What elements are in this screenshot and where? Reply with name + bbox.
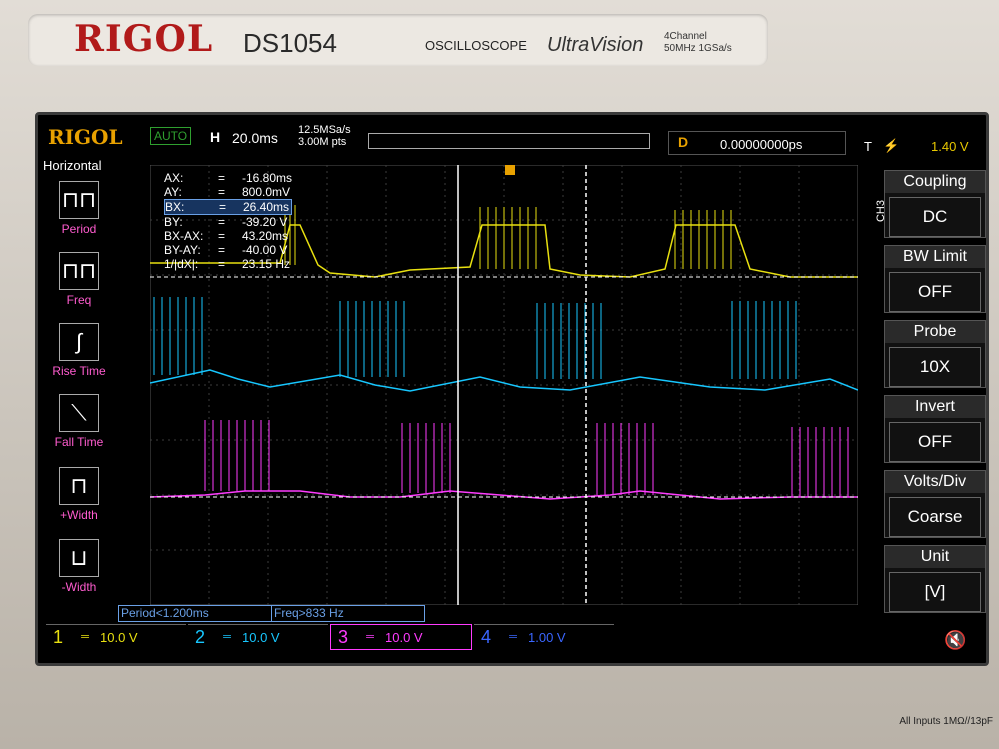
trigger-edge-icon: ⚡ xyxy=(883,138,900,153)
delay-label: D xyxy=(678,134,689,150)
ch4-indicator[interactable]: 4 ═ 1.00 V xyxy=(474,624,614,649)
ch2-indicator[interactable]: 2 ═ 10.0 V xyxy=(188,624,328,649)
pos-width-icon: ⊓ xyxy=(59,467,99,505)
cursor-bx-row: BX: = 26.40ms xyxy=(164,199,293,215)
channel-menu: Coupling DC BW Limit OFF Probe 10X Invert OF… xyxy=(884,170,986,620)
ch2-waveform xyxy=(150,297,858,392)
dc-coupling-icon: ═ xyxy=(366,631,374,643)
cursor-freq-row: 1/|dX|: = 23.15 Hz xyxy=(164,257,291,271)
period-icon: ⊓⊓ xyxy=(59,181,99,219)
timebase-value: 20.0ms xyxy=(232,130,278,146)
bw-limit-button[interactable]: BW Limit OFF xyxy=(884,245,986,313)
volts-div-button[interactable]: Volts/Div Coarse xyxy=(884,470,986,538)
neg-width-icon: ⊔ xyxy=(59,539,99,577)
input-spec-note: All Inputs 1MΩ//13pF xyxy=(899,716,993,727)
run-mode-badge: AUTO xyxy=(150,127,192,145)
brand-logo: RIGOL xyxy=(74,18,214,60)
memory-bar xyxy=(368,133,650,149)
measure-period-button[interactable]: ⊓⊓ Period xyxy=(44,181,114,236)
measure-neg-width-button[interactable]: ⊔ -Width xyxy=(44,539,114,594)
measure-rise-time-button[interactable]: ∫ Rise Time xyxy=(44,323,114,378)
brand-plate xyxy=(28,14,768,66)
delay-value: 0.00000000ps xyxy=(720,137,803,152)
freq-icon: ⊓⊓ xyxy=(59,252,99,290)
trigger-label: T xyxy=(864,139,872,154)
cursor-ax-row: AX: = -16.80ms xyxy=(164,171,293,185)
speaker-icon[interactable]: 🔇 xyxy=(944,630,967,650)
measure-fall-time-button[interactable]: ⟍ Fall Time xyxy=(44,394,114,449)
dc-coupling-icon: ═ xyxy=(223,631,231,643)
measure-freq-button[interactable]: ⊓⊓ Freq xyxy=(44,252,114,307)
cursor-ay-row: AY: = 800.0mV xyxy=(164,185,291,199)
unit-button[interactable]: Unit [V] xyxy=(884,545,986,613)
channel-bar: 1 ═ 10.0 V 2 ═ 10.0 V 3 ═ 10.0 V 4 ═ 1.00 V xyxy=(46,624,616,650)
side-menu-title: Horizontal xyxy=(43,158,102,173)
trigger-level: 1.40 V xyxy=(931,139,969,154)
cursor-by-row: BY: = -39.20 V xyxy=(164,215,288,229)
ch1-waveform xyxy=(150,205,858,278)
oscilloscope-screen: RIGOL AUTO H 20.0ms 12.5MSa/s 3.00M pts … xyxy=(35,112,989,666)
brand-spec: 4Channel 50MHz 1GSa/s xyxy=(664,31,732,54)
ch1-indicator[interactable]: 1 ═ 10.0 V xyxy=(46,624,186,649)
brand-model: DS1054 xyxy=(243,28,337,58)
waveform-grid xyxy=(150,165,858,605)
cursor-by-ay-row: BY-AY: = -40.00 V xyxy=(164,243,288,257)
ultravision-label: UltraVision xyxy=(547,34,644,56)
sample-info: 12.5MSa/s 3.00M pts xyxy=(298,124,351,148)
invert-button[interactable]: Invert OFF xyxy=(884,395,986,463)
dc-coupling-icon: ═ xyxy=(81,631,89,643)
fall-time-icon: ⟍ xyxy=(59,394,99,432)
delay-box xyxy=(668,131,846,155)
probe-button[interactable]: Probe 10X xyxy=(884,320,986,388)
cursor-bx-ax-row: BX-AX: = 43.20ms xyxy=(164,229,289,243)
horizontal-label: H xyxy=(210,129,221,145)
measure-pos-width-button[interactable]: ⊓ +Width xyxy=(44,467,114,522)
ch3-waveform xyxy=(150,420,858,500)
ch3-indicator[interactable]: 3 ═ 10.0 V xyxy=(330,624,472,650)
rise-time-icon: ∫ xyxy=(59,323,99,361)
cursor-readout-panel: AX: = -16.80ms AY: = 800.0mV BX: = 26.40ms BY:… xyxy=(164,171,293,271)
dc-coupling-icon: ═ xyxy=(509,631,517,643)
brand-type: OSCILLOSCOPE xyxy=(425,38,527,53)
trigger-position-marker xyxy=(505,165,515,175)
coupling-button[interactable]: Coupling DC xyxy=(884,170,986,238)
freq-status: Freq>833 Hz xyxy=(271,605,425,622)
screen-logo: RIGOL xyxy=(48,125,123,149)
period-status: Period<1.200ms xyxy=(118,605,272,622)
